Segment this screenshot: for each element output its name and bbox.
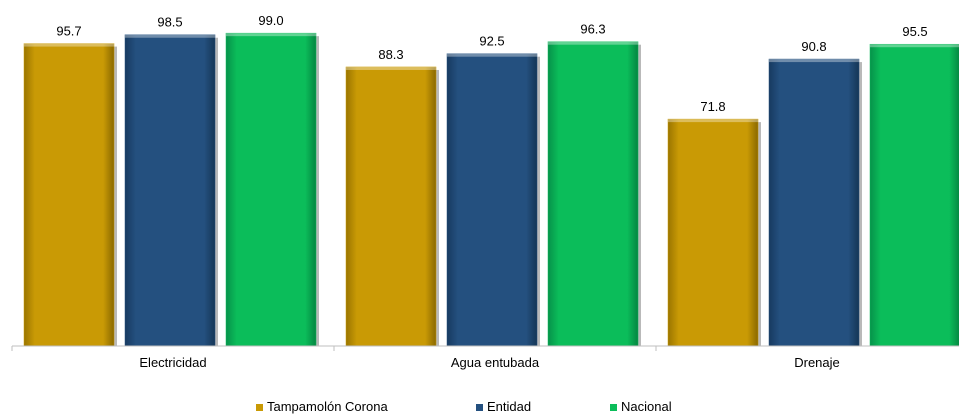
bar-highlight-entidad-agua-entubada bbox=[447, 53, 537, 57]
legend-label-nacional: Nacional bbox=[621, 399, 672, 414]
bar-highlight-entidad-electricidad bbox=[125, 34, 215, 38]
legend: Tampamolón Corona Entidad Nacional bbox=[0, 398, 959, 416]
legend-item-entidad: Entidad bbox=[476, 398, 531, 416]
legend-swatch-tampamolon-corona bbox=[256, 403, 263, 411]
data-label-entidad-drenaje: 90.8 bbox=[801, 39, 826, 54]
legend-swatch-nacional bbox=[610, 403, 617, 411]
bar-nacional-drenaje bbox=[869, 43, 959, 347]
bar-highlight-tampamolon-corona-electricidad bbox=[24, 43, 114, 47]
data-label-tampamolon-corona-agua-entubada: 88.3 bbox=[378, 47, 403, 62]
category-label-agua-entubada: Agua entubada bbox=[451, 355, 540, 370]
legend-label-entidad: Entidad bbox=[487, 399, 532, 414]
data-label-nacional-drenaje: 95.5 bbox=[902, 24, 927, 39]
bar-entidad-electricidad bbox=[124, 34, 216, 347]
data-label-entidad-agua-entubada: 92.5 bbox=[479, 34, 504, 49]
bar-highlight-nacional-electricidad bbox=[226, 33, 316, 37]
legend-swatch-entidad bbox=[476, 403, 483, 411]
bar-chart: 95.7 98.5 99.0 88.3 92.5 96.3 71.8 90.8 95.5 Ele… bbox=[11, 13, 959, 370]
data-label-entidad-electricidad: 98.5 bbox=[157, 15, 182, 30]
bar-entidad-agua-entubada bbox=[446, 53, 538, 347]
data-label-nacional-agua-entubada: 96.3 bbox=[580, 22, 605, 37]
data-label-tampamolon-corona-drenaje: 71.8 bbox=[700, 99, 725, 114]
data-label-nacional-electricidad: 99.0 bbox=[258, 13, 283, 28]
bar-highlight-tampamolon-corona-drenaje bbox=[668, 119, 758, 123]
legend-label-tampamolon-corona: Tampamolón Corona bbox=[267, 399, 388, 414]
bar-nacional-electricidad bbox=[225, 32, 317, 347]
data-label-tampamolon-corona-electricidad: 95.7 bbox=[56, 24, 81, 39]
category-label-drenaje: Drenaje bbox=[794, 355, 840, 370]
bar-nacional-agua-entubada bbox=[547, 41, 639, 347]
bar-tampamolon-corona-electricidad bbox=[23, 43, 115, 347]
bar-highlight-nacional-drenaje bbox=[870, 44, 959, 48]
bar-highlight-tampamolon-corona-agua-entubada bbox=[346, 66, 436, 70]
bar-tampamolon-corona-drenaje bbox=[667, 118, 759, 347]
bar-highlight-entidad-drenaje bbox=[769, 59, 859, 63]
bar-highlight-nacional-agua-entubada bbox=[548, 41, 638, 45]
bar-tampamolon-corona-agua-entubada bbox=[345, 66, 437, 347]
bar-entidad-drenaje bbox=[768, 58, 860, 347]
legend-item-nacional: Nacional bbox=[610, 398, 672, 416]
category-label-electricidad: Electricidad bbox=[139, 355, 206, 370]
legend-item-tampamolon-corona: Tampamolón Corona bbox=[256, 398, 388, 416]
